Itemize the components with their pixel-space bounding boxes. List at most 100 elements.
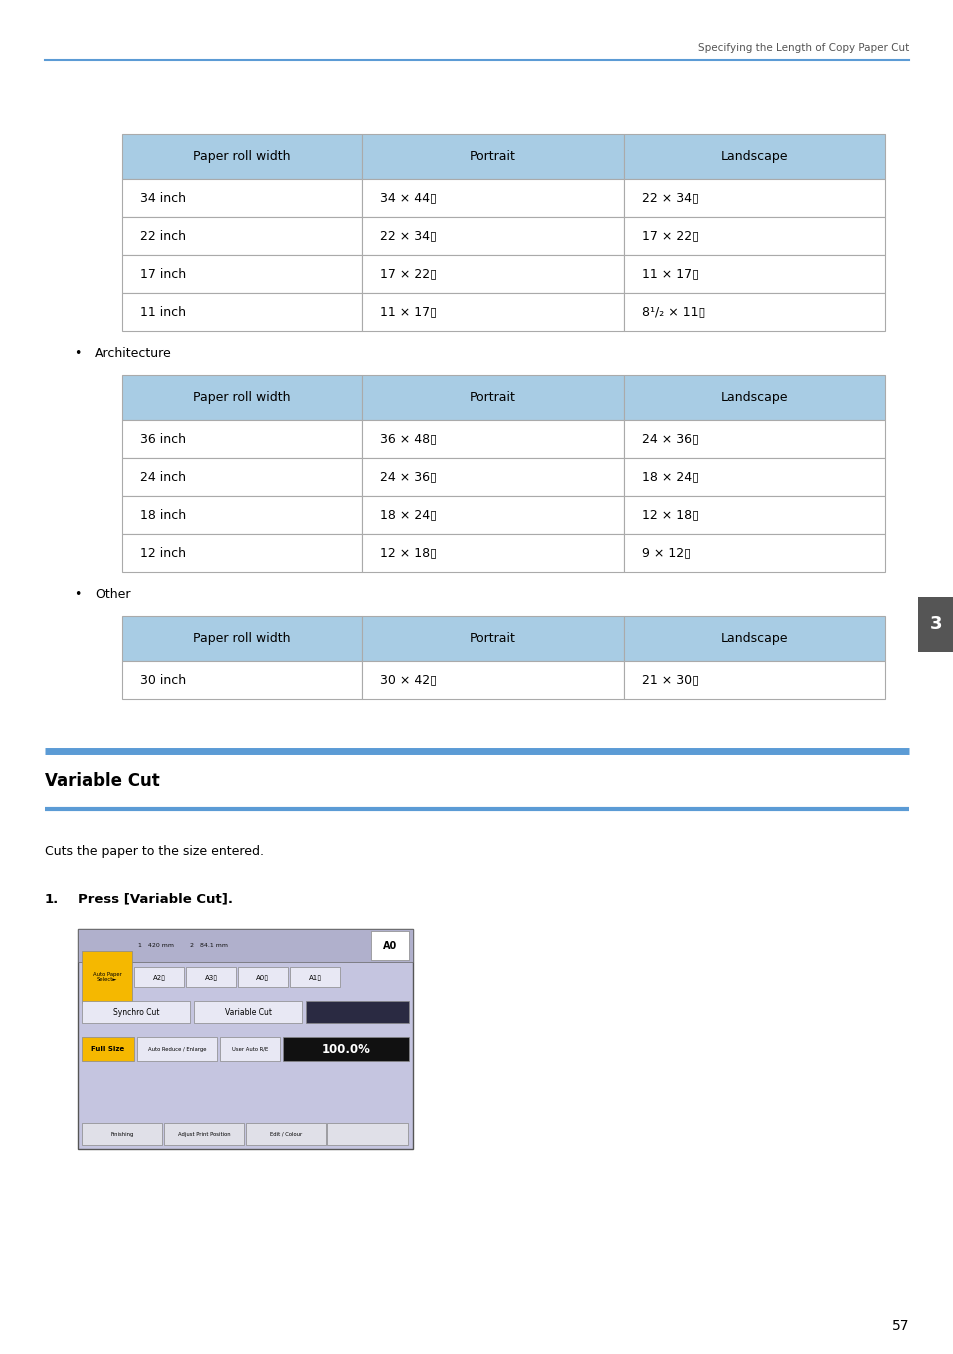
Text: Press [Variable Cut].: Press [Variable Cut]. [78, 892, 233, 906]
Bar [623, 458, 884, 496]
Text: Auto Paper
Select►: Auto Paper Select► [92, 972, 121, 982]
Text: 11 inch: 11 inch [140, 306, 186, 318]
Bar [122, 496, 362, 533]
Text: 24 × 36▯: 24 × 36▯ [380, 470, 436, 483]
Text: Landscape: Landscape [720, 391, 787, 403]
Text: Variable Cut: Variable Cut [224, 1007, 272, 1017]
Text: 17 × 22▯: 17 × 22▯ [641, 229, 698, 242]
Text: 22 inch: 22 inch [140, 229, 186, 242]
Bar [122, 255, 362, 292]
Text: Finishing: Finishing [111, 1132, 133, 1136]
Bar [371, 932, 409, 960]
Text: Variable Cut: Variable Cut [45, 772, 159, 789]
Text: 24 inch: 24 inch [140, 470, 186, 483]
Text: A0▯: A0▯ [256, 974, 270, 980]
Bar [623, 661, 884, 699]
Bar [122, 292, 362, 330]
Bar [122, 134, 362, 179]
Text: 34 × 44▯: 34 × 44▯ [380, 191, 436, 204]
Text: 17 inch: 17 inch [140, 268, 186, 280]
Text: Auto Reduce / Enlarge: Auto Reduce / Enlarge [148, 1047, 206, 1052]
Text: Other: Other [95, 588, 131, 601]
Text: 100.0%: 100.0% [321, 1043, 370, 1056]
Bar [82, 951, 132, 1003]
Bar [623, 375, 884, 420]
Text: Paper roll width: Paper roll width [193, 150, 291, 162]
Bar [362, 375, 623, 420]
Bar [623, 292, 884, 330]
Text: Portrait: Portrait [470, 391, 516, 403]
Bar [82, 1001, 190, 1024]
Bar [623, 134, 884, 179]
Bar [362, 661, 623, 699]
Bar [623, 217, 884, 255]
Text: Landscape: Landscape [720, 632, 787, 645]
Bar [122, 661, 362, 699]
Bar [78, 929, 413, 961]
Text: 21 × 30▯: 21 × 30▯ [641, 673, 698, 686]
Bar [362, 496, 623, 533]
Text: 22 × 34▯: 22 × 34▯ [380, 229, 436, 242]
Bar [362, 217, 623, 255]
Bar [122, 217, 362, 255]
Text: 1   420 mm        2   84.1 mm: 1 420 mm 2 84.1 mm [138, 942, 228, 948]
Bar [122, 458, 362, 496]
Text: 57: 57 [890, 1319, 908, 1332]
Bar [362, 458, 623, 496]
Bar [362, 533, 623, 571]
Text: 11 × 17▯: 11 × 17▯ [380, 306, 436, 318]
Text: User Auto R/E: User Auto R/E [232, 1047, 268, 1052]
Bar [290, 967, 339, 987]
Text: A2▯: A2▯ [152, 974, 165, 980]
Text: Cuts the paper to the size entered.: Cuts the paper to the size entered. [45, 845, 264, 857]
Text: 36 inch: 36 inch [140, 432, 186, 445]
Bar [623, 255, 884, 292]
Text: 30 inch: 30 inch [140, 673, 186, 686]
Text: 30 × 42▯: 30 × 42▯ [380, 673, 436, 686]
Text: •: • [74, 588, 82, 601]
Bar [122, 420, 362, 458]
Text: 17 × 22▯: 17 × 22▯ [380, 268, 436, 280]
Bar [122, 533, 362, 571]
Bar [623, 420, 884, 458]
Text: Paper roll width: Paper roll width [193, 391, 291, 403]
Bar [122, 375, 362, 420]
Bar [82, 1037, 133, 1062]
Bar [164, 1122, 244, 1145]
Bar [917, 597, 953, 651]
Text: 12 × 18▯: 12 × 18▯ [380, 547, 436, 559]
Bar [78, 929, 413, 1150]
Bar [362, 134, 623, 179]
Text: •: • [74, 347, 82, 360]
Bar [283, 1037, 409, 1062]
Bar [362, 255, 623, 292]
Text: 11 × 17▯: 11 × 17▯ [641, 268, 698, 280]
Text: 24 × 36▯: 24 × 36▯ [641, 432, 698, 445]
Bar [362, 616, 623, 661]
Bar [237, 967, 288, 987]
Bar [306, 1001, 409, 1024]
Bar [623, 496, 884, 533]
Text: 18 inch: 18 inch [140, 509, 186, 521]
Text: 34 inch: 34 inch [140, 191, 186, 204]
Text: 12 inch: 12 inch [140, 547, 186, 559]
Text: 3: 3 [929, 615, 942, 634]
Text: A3▯: A3▯ [204, 974, 217, 980]
Text: Portrait: Portrait [470, 632, 516, 645]
Text: 1.: 1. [45, 892, 59, 906]
Text: 18 × 24▯: 18 × 24▯ [641, 470, 698, 483]
Text: Adjust Print Position: Adjust Print Position [177, 1132, 230, 1136]
Bar [362, 179, 623, 217]
Bar [245, 1122, 325, 1145]
Text: A1▯: A1▯ [308, 974, 321, 980]
Bar [220, 1037, 280, 1062]
Text: 22 × 34▯: 22 × 34▯ [641, 191, 698, 204]
Bar [82, 1063, 409, 1118]
Text: Edit / Colour: Edit / Colour [269, 1132, 301, 1136]
Text: A0: A0 [382, 941, 396, 951]
Text: 12 × 18▯: 12 × 18▯ [641, 509, 698, 521]
Bar [186, 967, 235, 987]
Bar [133, 967, 184, 987]
Text: Synchro Cut: Synchro Cut [112, 1007, 159, 1017]
Bar [327, 1122, 407, 1145]
